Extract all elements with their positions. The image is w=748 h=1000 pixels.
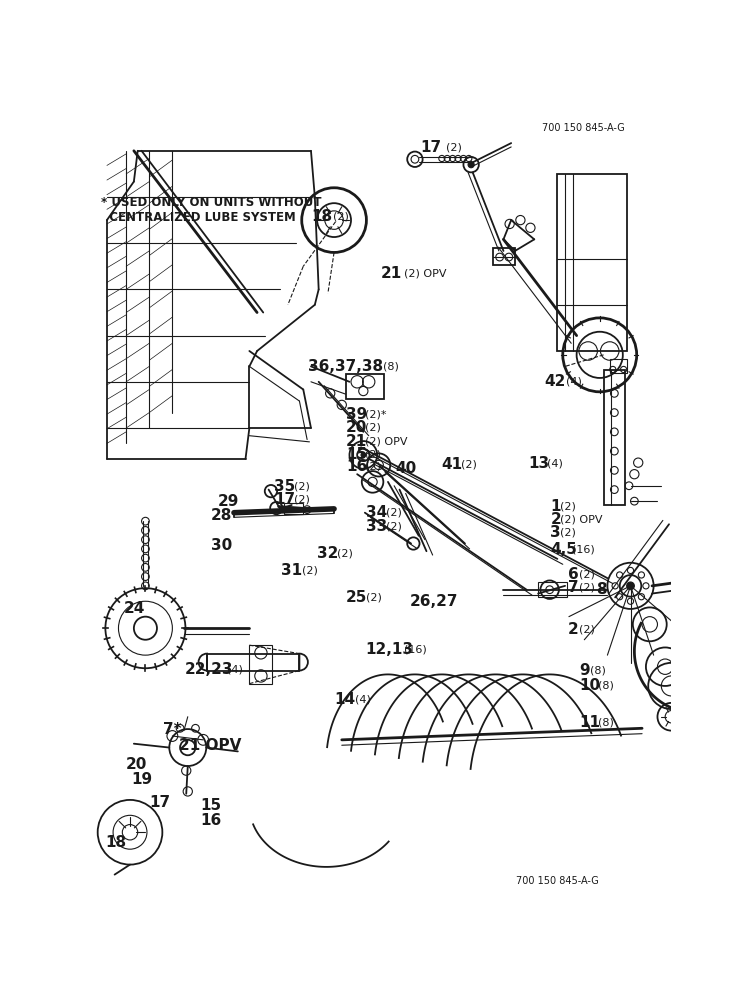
Text: (16): (16)	[404, 645, 427, 655]
Text: 7: 7	[568, 580, 578, 595]
Text: (4): (4)	[566, 377, 582, 387]
Text: (2): (2)	[386, 522, 402, 532]
Circle shape	[468, 162, 474, 168]
Text: 11: 11	[579, 715, 600, 730]
Text: 700 150 845-A-G: 700 150 845-A-G	[542, 123, 625, 133]
Bar	[604, 370, 625, 505]
Text: 40: 40	[395, 461, 416, 476]
Text: 7*: 7*	[163, 722, 182, 737]
Text: (2): (2)	[301, 565, 317, 575]
Text: (2): (2)	[334, 211, 349, 221]
Text: (2): (2)	[560, 502, 575, 512]
Bar	[346, 374, 384, 399]
Bar	[494, 248, 515, 265]
Text: 18: 18	[311, 209, 332, 224]
Bar	[284, 503, 303, 514]
Text: 2: 2	[551, 512, 561, 527]
Text: 1: 1	[551, 499, 561, 514]
Text: (2) OPV: (2) OPV	[560, 515, 602, 525]
Text: 42: 42	[545, 374, 566, 389]
Text: 31: 31	[281, 563, 302, 578]
Text: * USED ONLY ON UNITS WITHOUT
  CENTRALIZED LUBE SYSTEM: * USED ONLY ON UNITS WITHOUT CENTRALIZED…	[101, 196, 322, 224]
Text: 32: 32	[317, 546, 339, 561]
Text: 30: 30	[210, 538, 232, 553]
Text: 17: 17	[421, 140, 442, 155]
Text: (8): (8)	[598, 717, 613, 727]
Text: (8): (8)	[589, 666, 605, 676]
Text: 12,13: 12,13	[365, 642, 413, 657]
Text: 29: 29	[218, 494, 239, 509]
Text: 13: 13	[529, 456, 550, 471]
Text: (4): (4)	[355, 694, 370, 704]
Text: 8: 8	[596, 582, 607, 597]
Text: 41: 41	[441, 457, 462, 472]
Text: (2): (2)	[560, 528, 575, 538]
Text: (2): (2)	[294, 495, 310, 505]
Text: 14: 14	[334, 692, 355, 707]
Text: 21: 21	[346, 434, 367, 449]
Text: 24: 24	[124, 601, 146, 616]
Text: 35: 35	[274, 479, 295, 494]
Text: (8): (8)	[383, 361, 399, 371]
Text: 19: 19	[131, 772, 152, 787]
Text: 17: 17	[149, 795, 170, 810]
Text: 15: 15	[346, 447, 367, 462]
Text: 16: 16	[200, 813, 222, 828]
Text: (16): (16)	[572, 545, 595, 555]
Text: (2): (2)	[365, 449, 381, 459]
Bar	[249, 645, 272, 684]
Text: (2): (2)	[446, 143, 462, 153]
Text: 28: 28	[210, 508, 232, 523]
Circle shape	[361, 453, 366, 457]
Text: (2): (2)	[365, 462, 381, 472]
Bar	[557, 174, 627, 351]
Text: 25: 25	[346, 590, 367, 605]
Text: (4): (4)	[227, 664, 242, 674]
Text: (4): (4)	[548, 458, 563, 468]
Text: 39: 39	[346, 407, 367, 422]
Text: (2) OPV: (2) OPV	[365, 436, 408, 446]
Text: 21 OPV: 21 OPV	[179, 738, 242, 753]
Text: 22,23: 22,23	[185, 662, 233, 677]
Text: (2): (2)	[365, 423, 381, 433]
Text: 20: 20	[346, 420, 367, 436]
Text: (2): (2)	[461, 459, 477, 469]
Bar	[207, 654, 299, 671]
Text: 2: 2	[568, 622, 578, 637]
Text: 18: 18	[105, 835, 127, 850]
Text: 36,37,38: 36,37,38	[308, 359, 384, 374]
Text: 700 150 845-A-G: 700 150 845-A-G	[516, 876, 598, 886]
Text: 4,5: 4,5	[551, 542, 577, 557]
Text: (2): (2)	[386, 508, 402, 518]
Text: (2): (2)	[579, 625, 595, 635]
Text: 21: 21	[381, 266, 402, 282]
Bar	[610, 359, 627, 373]
Text: (2): (2)	[294, 482, 310, 492]
Text: (2) OPV: (2) OPV	[403, 269, 446, 279]
Bar	[538, 582, 568, 597]
Text: 20: 20	[126, 757, 147, 772]
Text: (2): (2)	[579, 569, 595, 579]
Text: 17: 17	[274, 492, 295, 507]
Text: (2)*: (2)*	[365, 410, 387, 420]
Text: 9: 9	[579, 663, 590, 678]
Text: 3: 3	[551, 525, 561, 540]
Text: (2): (2)	[579, 582, 595, 592]
Text: 16: 16	[346, 459, 367, 474]
Text: 26,27: 26,27	[409, 594, 458, 609]
Text: (2): (2)	[337, 549, 353, 559]
Text: (2): (2)	[366, 592, 382, 602]
Text: 10: 10	[579, 678, 601, 693]
Text: 33: 33	[366, 519, 387, 534]
Circle shape	[627, 582, 634, 590]
Text: 15: 15	[200, 798, 222, 813]
Text: 6: 6	[568, 567, 578, 582]
Text: 34: 34	[366, 505, 387, 520]
Text: (8): (8)	[598, 681, 613, 691]
